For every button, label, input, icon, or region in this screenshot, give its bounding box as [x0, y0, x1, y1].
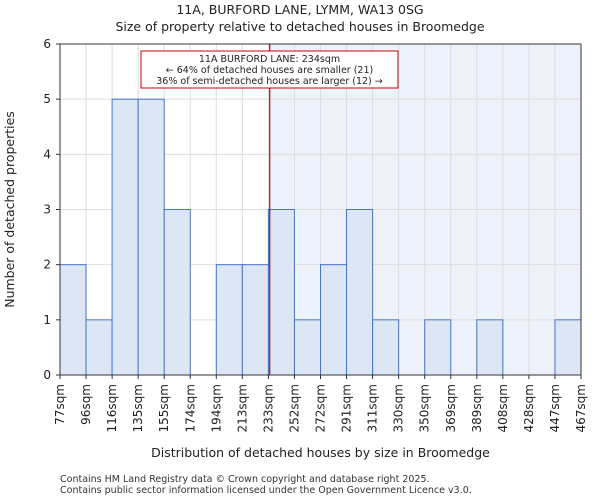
bar-291sqm: [346, 209, 374, 376]
x-tick-label: 116sqm: [105, 384, 119, 432]
x-axis-ticks: 77sqm 96sqm 116sqm 135sqm 155sqm 174sqm 194sqm…: [53, 375, 588, 432]
bar-213sqm: [241, 264, 269, 376]
y-tick-label: 5: [43, 92, 51, 106]
x-tick-label: 252sqm: [287, 384, 301, 432]
annotation-line-2: ← 64% of detached houses are smaller (21…: [166, 65, 373, 76]
bar-194sqm: [215, 264, 243, 376]
bar-252sqm: [293, 319, 322, 376]
x-tick-label: 311sqm: [366, 384, 380, 432]
x-tick-label: 155sqm: [157, 384, 171, 432]
footer-copyright: Contains HM Land Registry data © Crown c…: [60, 474, 430, 485]
chart-title-address: 11A, BURFORD LANE, LYMM, WA13 0SG: [176, 2, 424, 17]
bar-155sqm: [163, 209, 191, 376]
x-tick-label: 96sqm: [79, 384, 93, 425]
x-tick-label: 408sqm: [496, 384, 510, 432]
x-tick-label: 447sqm: [548, 384, 562, 432]
x-tick-label: 233sqm: [261, 384, 275, 432]
chart-title: Size of property relative to detached ho…: [115, 19, 485, 34]
y-tick-label: 4: [43, 147, 51, 161]
annotation-box: 11A BURFORD LANE: 234sqm ← 64% of detach…: [140, 50, 399, 89]
x-tick-label: 389sqm: [470, 384, 484, 432]
x-tick-label: 467sqm: [574, 384, 588, 432]
x-tick-label: 174sqm: [183, 384, 197, 432]
histogram-chart: 0 1 2 3 4 5 6 77sqm 96sqm 116sqm 135sqm 155sqm 174s…: [2, 37, 588, 460]
histogram-bars: [59, 98, 582, 376]
y-tick-label: 6: [43, 37, 51, 51]
annotation-frame: [140, 50, 399, 89]
x-tick-label: 330sqm: [392, 384, 406, 432]
footer-licence: Contains public sector information licen…: [60, 485, 472, 496]
y-tick-label: 2: [43, 258, 51, 272]
y-axis-label: Number of detached properties: [2, 111, 17, 308]
x-tick-label: 194sqm: [209, 384, 223, 432]
x-tick-label: 213sqm: [235, 384, 249, 432]
y-axis-ticks: 0 1 2 3 4 5 6: [43, 37, 60, 382]
bar-272sqm: [320, 264, 348, 376]
x-tick-label: 291sqm: [340, 384, 354, 432]
x-tick-label: 350sqm: [418, 384, 432, 432]
x-tick-label: 428sqm: [522, 384, 536, 432]
annotation-line-1: 11A BURFORD LANE: 234sqm: [199, 54, 340, 65]
y-tick-label: 1: [43, 313, 51, 327]
x-tick-label: 77sqm: [53, 384, 67, 425]
bar-350sqm: [424, 319, 452, 376]
x-tick-label: 135sqm: [131, 384, 145, 432]
bar-135sqm: [137, 98, 165, 376]
bar-311sqm: [372, 319, 400, 376]
bar-447sqm: [554, 319, 582, 376]
bar-116sqm: [111, 98, 139, 376]
bar-96sqm: [85, 319, 113, 376]
y-tick-label: 0: [43, 368, 51, 382]
x-tick-label: 272sqm: [314, 384, 328, 432]
x-axis-label: Distribution of detached houses by size …: [151, 445, 490, 460]
x-tick-label: 369sqm: [444, 384, 458, 432]
bar-389sqm: [476, 319, 504, 376]
bar-77sqm: [59, 264, 87, 376]
annotation-line-3: 36% of semi-detached houses are larger (…: [156, 76, 383, 87]
y-tick-label: 3: [43, 203, 51, 217]
bar-233sqm: [267, 209, 295, 376]
